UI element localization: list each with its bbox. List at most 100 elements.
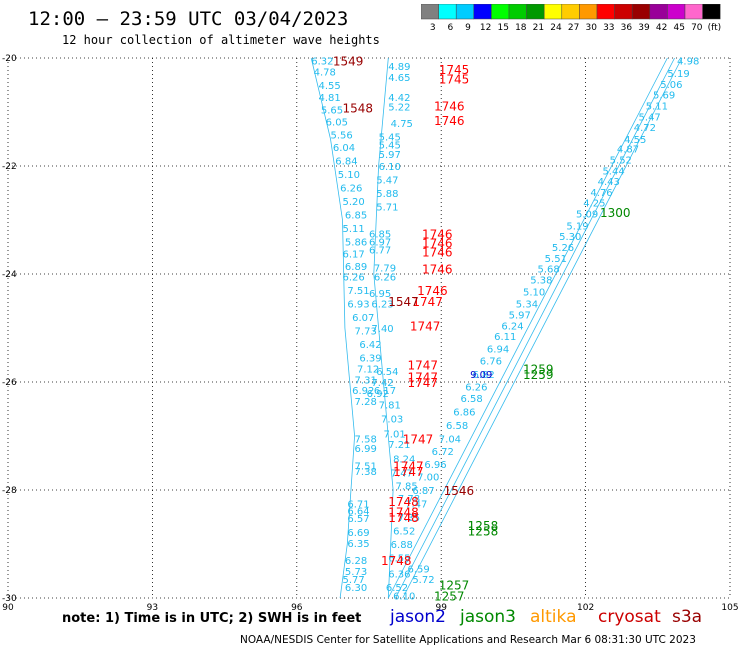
pass-time-label: 1748	[381, 554, 412, 568]
swh-value-label: 5.45	[379, 132, 401, 143]
swh-value-label: 7.51	[347, 286, 369, 297]
pass-time-label: 1258	[468, 519, 499, 533]
swh-value-label: 6.93	[347, 300, 369, 311]
swh-value-label: 6.10	[379, 162, 401, 173]
pass-time-label: 1748	[388, 506, 419, 520]
pass-time-label: 1747	[412, 295, 443, 309]
x-tick-label: 105	[721, 603, 738, 610]
swh-value-label: 7.51	[355, 462, 377, 473]
swh-value-label: 5.73	[345, 567, 367, 578]
credit-line: NOAA/NESDIS Center for Satellite Applica…	[240, 634, 696, 646]
swh-value-label: 7.04	[439, 435, 461, 446]
swh-value-label: 7.73	[355, 327, 377, 338]
pass-time-label: 1546	[444, 484, 475, 498]
pass-time-label: 1747	[408, 359, 439, 373]
swh-value-label: 6.07	[352, 313, 374, 324]
swh-value-label: 7.85	[395, 482, 417, 493]
swh-value-label: 6.04	[333, 143, 355, 154]
legend-altika: altika	[530, 607, 577, 627]
swh-value-label: 6.96	[424, 460, 446, 471]
satellite-track	[373, 57, 394, 599]
swh-value-label: 4.43	[598, 177, 620, 188]
swh-value-label: 7.35	[398, 513, 420, 524]
swh-value-label: 4.72	[634, 123, 656, 134]
swh-value-label: 6.35	[347, 539, 369, 550]
swh-value-label: 6.77	[369, 246, 391, 257]
colorbar-tick-label: 36	[621, 23, 633, 32]
swh-value-label: 5.26	[552, 243, 574, 254]
pass-time-label: 1746	[422, 263, 453, 277]
colorbar-tick-label: 9	[465, 23, 471, 32]
swh-value-label: 4.65	[388, 73, 410, 84]
pass-time-label: 1745	[439, 63, 470, 77]
swh-value-label: 4.89	[388, 62, 410, 73]
swh-value-label: 7.47	[405, 500, 427, 511]
y-tick-label: -22	[2, 162, 17, 172]
swh-value-label: 5.97	[379, 150, 401, 161]
swh-value-label: 6.52	[393, 527, 415, 538]
colorbar-tick-label: 42	[656, 23, 667, 32]
swh-value-label: 7.01	[383, 429, 405, 440]
swh-value-label: 6.57	[347, 514, 369, 525]
swh-value-label: 5.47	[639, 112, 661, 123]
colorbar-tick-label: 45	[673, 23, 684, 32]
swh-value-label: 6.32	[311, 57, 333, 68]
wave-height-map[interactable]: 90 93 96 99 102 105-20-22-24-26-28-306.324.78…	[0, 0, 740, 610]
swh-value-label: 6.36	[388, 570, 410, 581]
pass-time-label: 1258	[468, 525, 499, 539]
pass-time-label: 1257	[439, 579, 470, 593]
swh-value-label: 9.09	[470, 370, 492, 381]
pass-time-label: 1747	[408, 376, 439, 390]
pass-time-label: 1547	[388, 295, 419, 309]
swh-value-label: 5.86	[345, 238, 367, 249]
swh-value-label: 6.82	[472, 370, 494, 381]
swh-value-label: 5.10	[523, 287, 545, 298]
pass-time-label: 1746	[422, 245, 453, 259]
swh-value-label: 5.11	[646, 102, 668, 113]
pass-time-label: 1746	[422, 237, 453, 251]
pass-time-label: 1747	[393, 460, 424, 474]
swh-value-label: 4.98	[677, 57, 699, 68]
swh-value-label: 6.76	[480, 356, 502, 367]
colorbar-tick-label: 18	[515, 23, 527, 32]
pass-time-label: 1747	[408, 371, 439, 385]
y-tick-label: -26	[2, 378, 17, 388]
swh-value-label: 5.30	[559, 232, 581, 243]
swh-value-label: 6.28	[345, 556, 367, 567]
swh-value-label: 6.69	[347, 528, 369, 539]
swh-value-label: 5.47	[376, 176, 398, 187]
swh-value-label: 8.24	[393, 455, 415, 466]
swh-value-label: 6.59	[408, 564, 430, 575]
swh-value-label: 4.76	[590, 188, 612, 199]
pass-time-label: 1745	[439, 73, 470, 87]
swh-value-label: 6.52	[386, 583, 408, 594]
swh-value-label: 4.55	[318, 81, 340, 92]
swh-value-label: 5.20	[343, 197, 365, 208]
x-tick-label: 96	[291, 603, 303, 610]
swh-value-label: 7.38	[355, 467, 377, 478]
swh-value-label: 7.42	[371, 378, 393, 389]
swh-value-label: 7.12	[357, 365, 379, 376]
colorbar-tick-label: 24	[550, 23, 562, 32]
colorbar-tick-label: 27	[568, 23, 579, 32]
swh-value-label: 6.58	[460, 394, 482, 405]
legend-jason3: jason3	[460, 607, 516, 627]
swh-value-label: 5.19	[566, 221, 588, 232]
swh-value-label: 7.21	[388, 440, 410, 451]
pass-time-label: 1259	[523, 363, 554, 377]
colorbar-tick-label: (ft)	[708, 23, 722, 32]
swh-value-label: 6.24	[501, 321, 523, 332]
swh-value-label: 5.44	[602, 166, 624, 177]
swh-value-label: 6.26	[343, 273, 365, 284]
pass-time-label: 1747	[403, 433, 434, 447]
y-tick-label: -28	[2, 486, 17, 496]
pass-time-label: 1747	[393, 465, 424, 479]
swh-value-label: 4.75	[391, 119, 413, 130]
swh-value-label: 4.78	[314, 68, 336, 79]
y-tick-label: -24	[2, 270, 17, 280]
swh-value-label: 5.72	[412, 575, 434, 586]
colorbar-tick-label: 3	[430, 23, 436, 32]
swh-value-label: 6.26	[340, 184, 362, 195]
swh-value-label: 5.19	[667, 69, 689, 80]
swh-value-label: 7.31	[355, 375, 377, 386]
